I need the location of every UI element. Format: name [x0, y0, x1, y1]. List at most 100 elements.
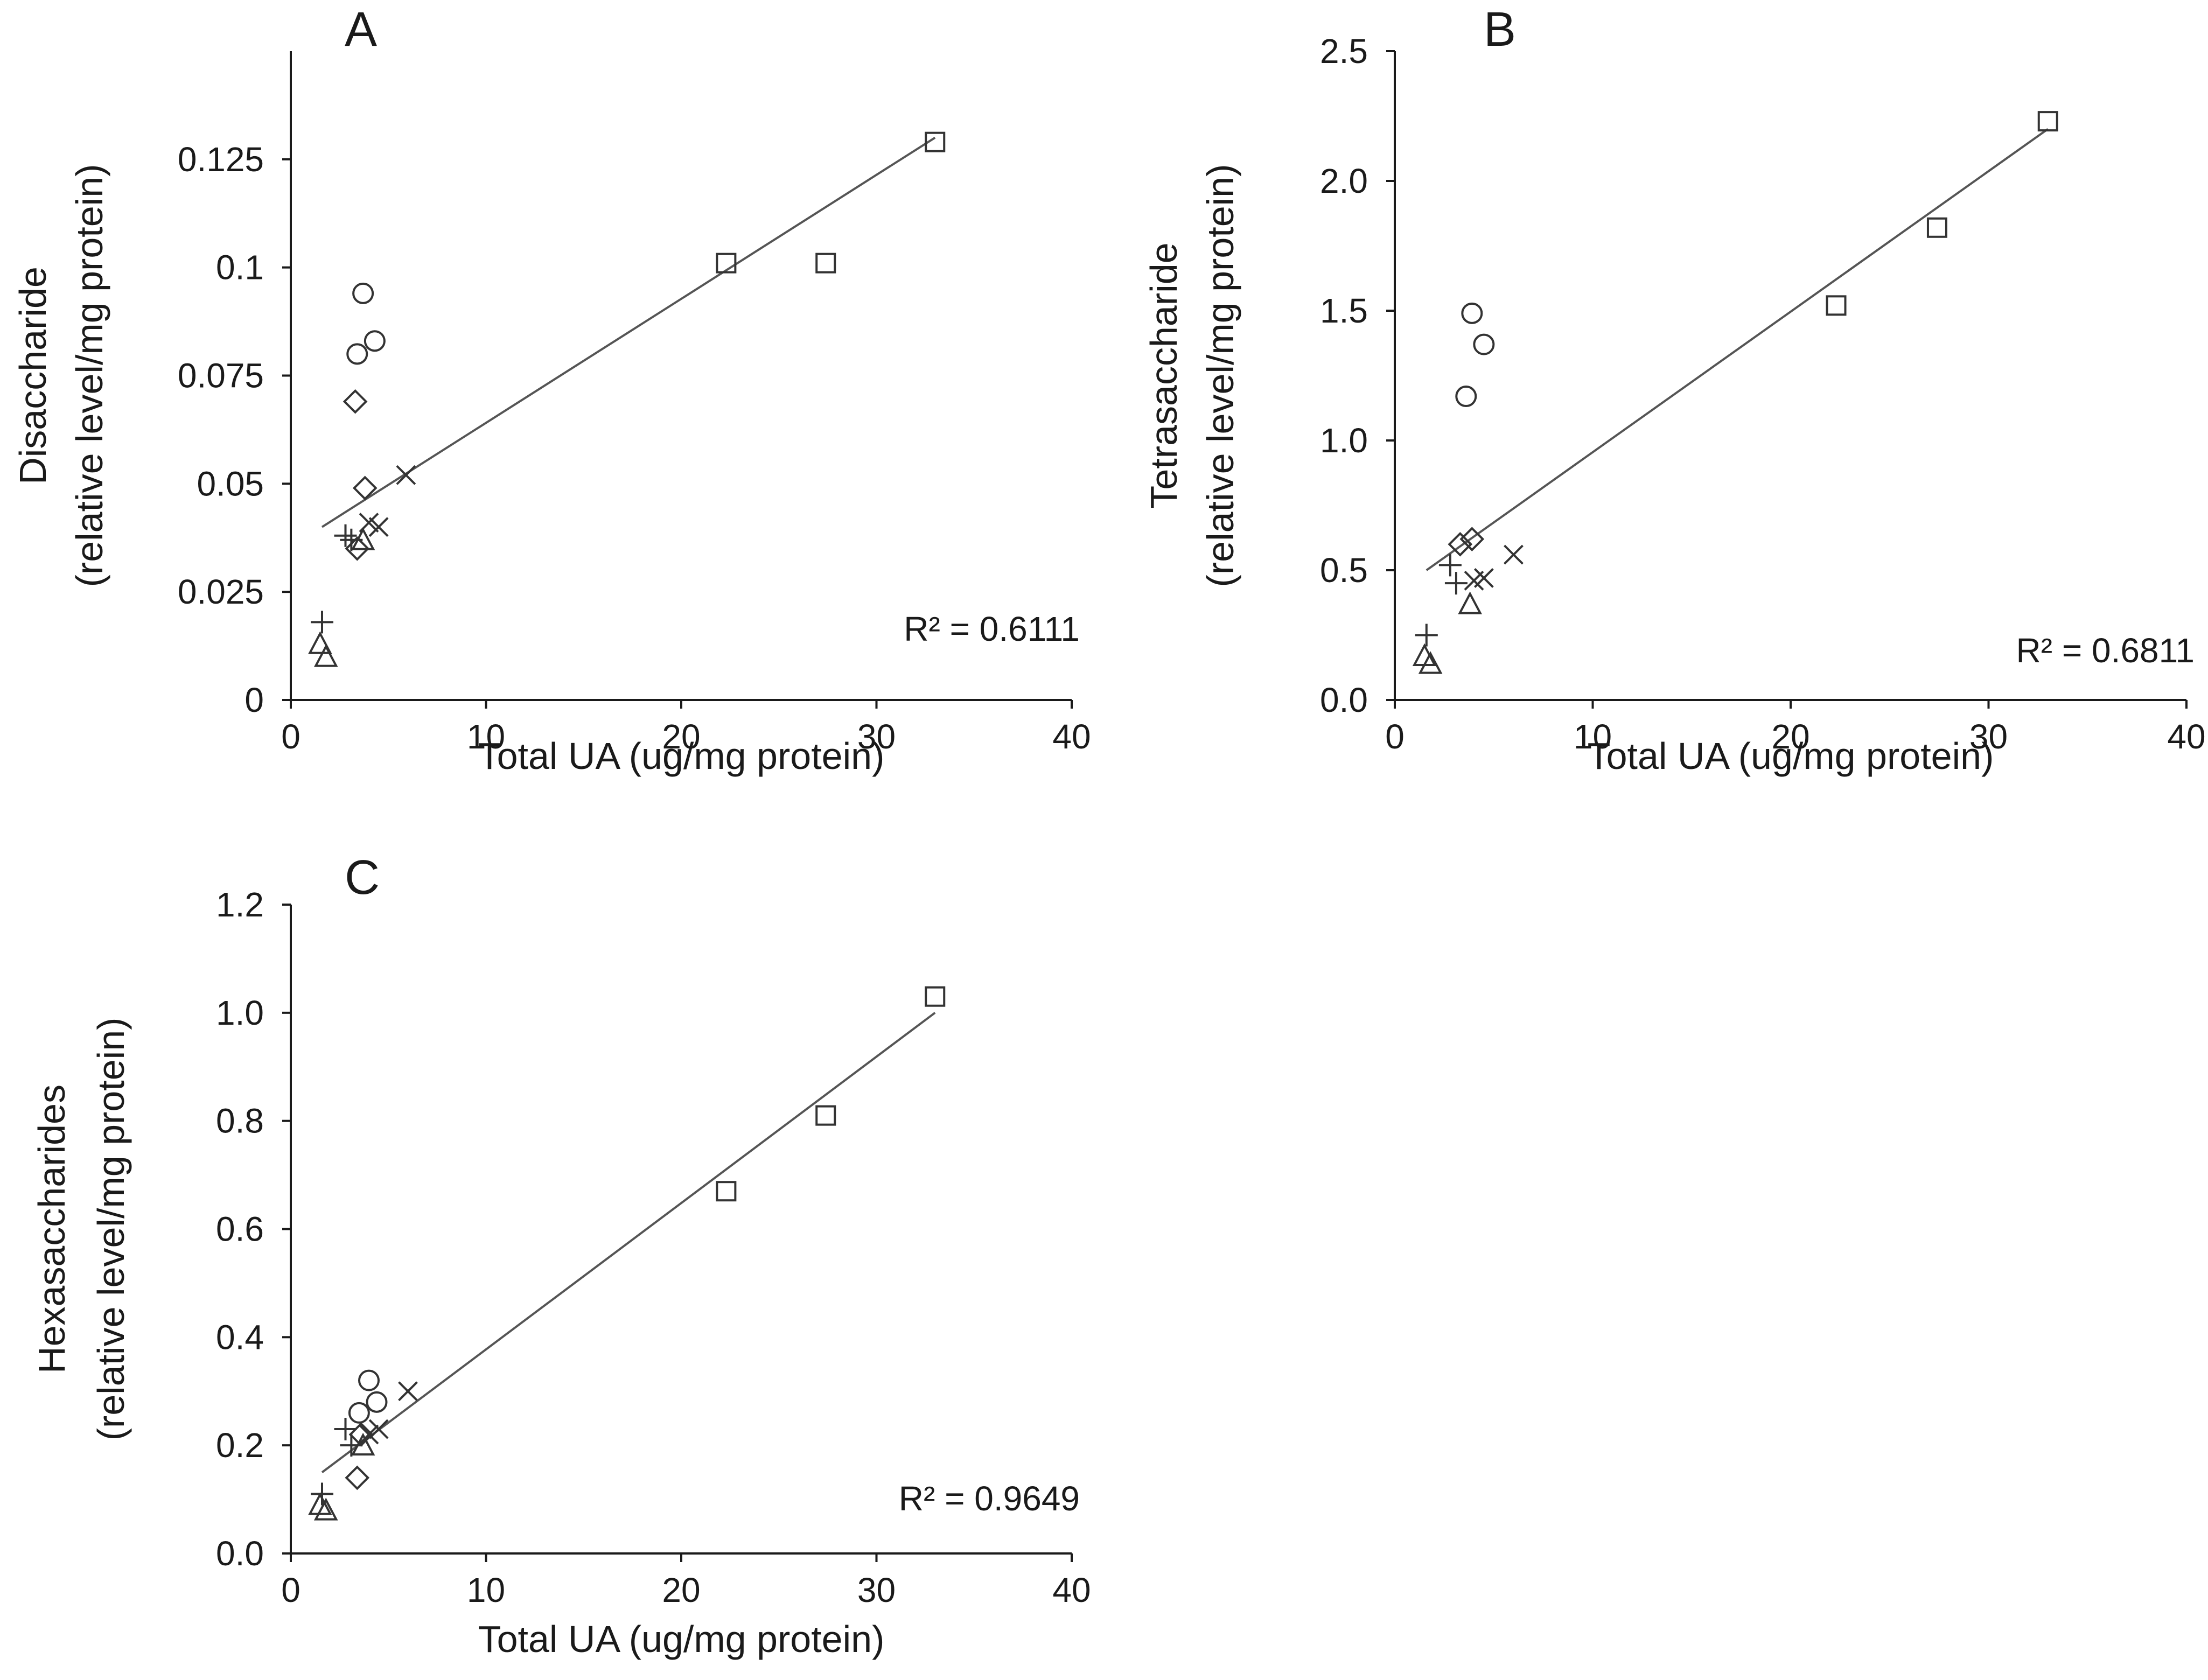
data-point-plus: [334, 1418, 357, 1441]
data-point-diamond: [1459, 527, 1485, 551]
data-point-triangle: [308, 1492, 332, 1515]
y-tick-label: 0: [244, 681, 264, 719]
trendline: [1426, 128, 2049, 571]
y-tick-label: 1.2: [216, 885, 264, 924]
x-tick-label: 20: [662, 1571, 700, 1609]
y-tick-label: 1.0: [216, 993, 264, 1032]
data-point-circle: [348, 1402, 370, 1424]
data-point-square: [1826, 295, 1847, 316]
x-axis-title: Total UA (ug/mg protein): [478, 735, 885, 777]
x-tick-label: 0: [281, 1571, 301, 1609]
x-axis-title: Total UA (ug/mg protein): [478, 1618, 885, 1660]
data-point-square: [2037, 111, 2058, 132]
y-axis-title: Disaccharide: [12, 267, 54, 485]
y-axis-title: Tetrasaccharide: [1143, 242, 1185, 508]
trendline: [321, 1012, 936, 1473]
data-point-circle: [1461, 302, 1483, 324]
data-point-circle: [364, 330, 386, 352]
data-point-x: [398, 1381, 418, 1402]
y-tick-label: 2.0: [1320, 162, 1368, 200]
y-tick-label: 0.0: [216, 1534, 264, 1573]
x-tick-label: 10: [1574, 717, 1612, 756]
data-point-plus: [334, 524, 357, 547]
data-point-diamond: [345, 536, 370, 561]
data-point-circle: [352, 282, 374, 304]
data-point-x: [396, 465, 416, 485]
x-tick-label: 10: [467, 717, 505, 756]
y-axis-title: Hexasaccharides: [31, 1084, 73, 1374]
data-point-square: [925, 986, 946, 1007]
x-tick-label: 20: [1771, 717, 1809, 756]
y-tick-label: 0.5: [1320, 551, 1368, 590]
r-squared-label: R² = 0.9649: [899, 1479, 1080, 1518]
r-squared-label: R² = 0.6111: [904, 610, 1080, 648]
y-tick-label: 1.5: [1320, 291, 1368, 330]
y-tick-label: 0.125: [178, 140, 264, 179]
x-tick-label: 40: [1052, 1571, 1091, 1609]
y-tick-label: 2.5: [1320, 32, 1368, 71]
y-tick-label: 1.0: [1320, 421, 1368, 460]
y-axis-subtitle: (relative level/mg protein): [1199, 164, 1241, 587]
y-tick-label: 0.4: [216, 1318, 264, 1356]
x-tick-label: 40: [2167, 717, 2205, 756]
data-point-plus: [311, 611, 333, 634]
panel-letter: A: [345, 3, 377, 57]
data-point-circle: [1455, 386, 1477, 408]
data-point-diamond: [1448, 531, 1473, 557]
data-point-circle: [366, 1391, 388, 1413]
y-tick-label: 0.2: [216, 1426, 264, 1465]
data-point-x: [1473, 568, 1494, 588]
data-point-circle: [358, 1369, 380, 1391]
data-point-circle: [1473, 333, 1495, 355]
y-tick-label: 0.6: [216, 1210, 264, 1249]
data-point-plus: [340, 1434, 363, 1457]
trendline: [321, 136, 936, 528]
x-tick-label: 30: [1969, 717, 2008, 756]
x-tick-label: 40: [1052, 717, 1091, 756]
y-tick-label: 0.1: [216, 248, 264, 287]
x-tick-label: 20: [662, 717, 700, 756]
data-point-triangle: [313, 644, 338, 667]
data-point-square: [716, 253, 737, 274]
data-point-plus: [1438, 554, 1462, 577]
data-point-circle: [346, 343, 368, 365]
data-point-square: [815, 253, 836, 274]
x-tick-label: 30: [857, 1571, 896, 1609]
panel-letter: B: [1484, 3, 1516, 57]
data-point-square: [925, 131, 946, 152]
y-tick-label: 0.0: [1320, 681, 1368, 719]
chart-panel-c: 0.0 0.2 0.4 0.6 0.8 1.0 1.2 0 10 20 30 40 Total UA (…: [31, 851, 1091, 1660]
y-axis-subtitle: (relative level/mg protein): [90, 1018, 132, 1441]
data-point-x: [368, 1419, 389, 1439]
data-point-x: [359, 1424, 379, 1445]
data-point-square: [815, 1105, 836, 1126]
data-point-x: [368, 517, 389, 537]
y-tick-label: 0.075: [178, 356, 264, 395]
data-point-plus: [311, 1482, 333, 1506]
y-tick-label: 0.05: [197, 464, 264, 503]
data-point-triangle: [351, 527, 375, 550]
data-point-plus: [340, 528, 363, 551]
data-point-triangle: [1458, 591, 1482, 614]
data-point-square: [716, 1181, 737, 1202]
data-point-triangle: [1418, 651, 1443, 674]
chart-panel-b: 0.0 0.5 1.0 1.5 2.0 2.5 0 10 20 30 40 Total UA (ug/…: [1143, 3, 2206, 777]
panel-letter: C: [345, 851, 380, 905]
data-point-plus: [1415, 624, 1438, 647]
y-tick-label: 0.8: [216, 1102, 264, 1140]
data-point-triangle: [308, 631, 332, 654]
data-point-triangle: [313, 1497, 338, 1521]
x-tick-label: 0: [1385, 717, 1405, 756]
y-tick-label: 0.025: [178, 572, 264, 611]
x-tick-label: 0: [281, 717, 301, 756]
x-axis-title: Total UA (ug/mg protein): [1588, 735, 1994, 777]
data-point-diamond: [352, 475, 378, 501]
x-tick-label: 30: [857, 717, 896, 756]
data-point-plus: [1444, 572, 1468, 595]
data-point-x: [1504, 544, 1524, 565]
r-squared-label: R² = 0.6811: [2016, 631, 2195, 670]
data-point-square: [1926, 217, 1947, 238]
y-axis-subtitle: (relative level/mg protein): [68, 164, 110, 587]
data-point-diamond: [343, 389, 368, 414]
